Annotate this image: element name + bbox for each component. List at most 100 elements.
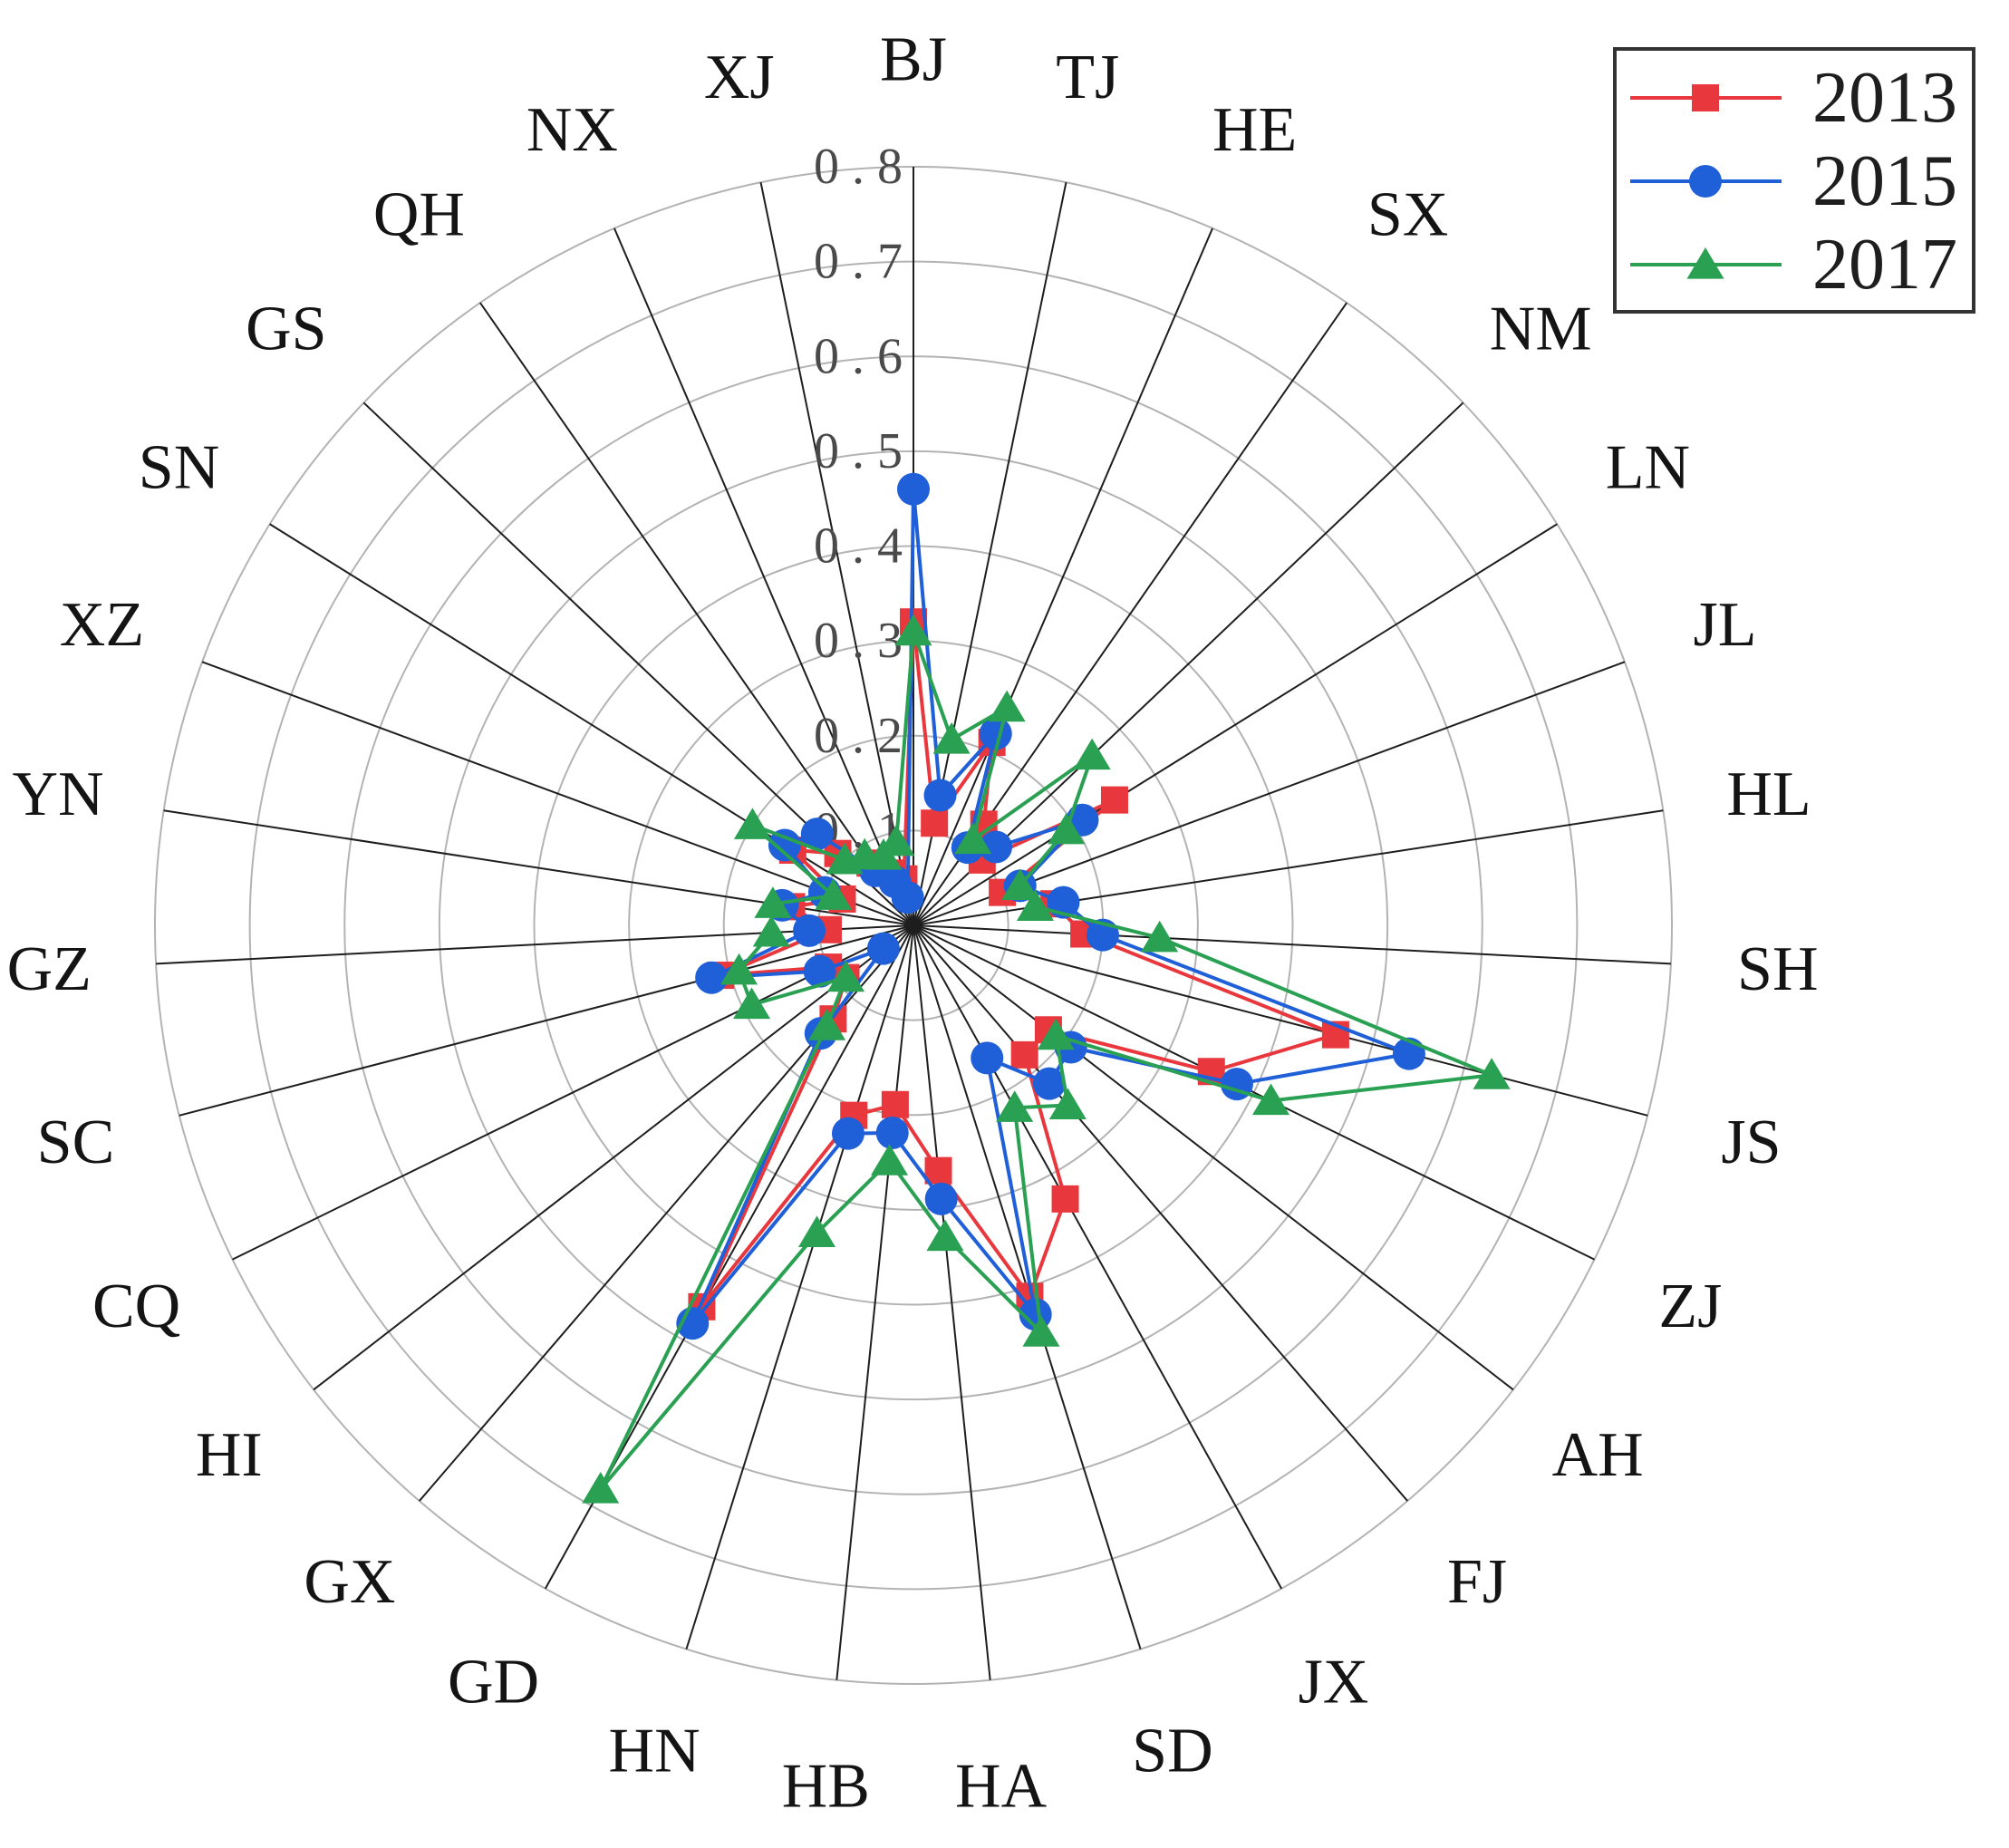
r-tick-label: 0.5 (814, 423, 915, 479)
point-2013-hb (881, 1090, 909, 1118)
point-2015-hi (866, 932, 900, 965)
category-label-gs: GS (246, 295, 326, 364)
category-label-zj: ZJ (1658, 1272, 1722, 1341)
point-2017-gx (808, 1009, 846, 1040)
legend-marker-square (1692, 84, 1719, 111)
legend-item-2017[interactable]: 2017 (1630, 225, 1957, 305)
axis-spoke-nx (613, 227, 914, 926)
point-2017-ah (1037, 1018, 1075, 1050)
axis-spoke-hb (835, 924, 914, 1680)
r-tick-label: 0.3 (814, 613, 915, 669)
category-label-yn: YN (12, 760, 103, 829)
axis-spoke-js (913, 924, 1648, 1117)
category-label-js: JS (1721, 1108, 1781, 1177)
axis-spoke-sc (179, 924, 914, 1117)
category-label-hn: HN (609, 1717, 700, 1786)
r-tick-label: 0.2 (814, 708, 915, 764)
legend-item-2015[interactable]: 2015 (1630, 141, 1957, 221)
point-2017-hn (797, 1215, 836, 1247)
category-label-nm: NM (1490, 295, 1592, 364)
point-2017-jl (1001, 868, 1039, 900)
axis-spoke-sh (913, 924, 1671, 965)
point-2015-ha (924, 1182, 958, 1215)
point-2015-hn (831, 1117, 864, 1150)
point-2013-ln (1100, 786, 1128, 814)
data-series (582, 472, 1511, 1504)
point-2013-tj (921, 809, 949, 837)
point-2017-gd (582, 1472, 620, 1504)
point-2017-hl (1016, 889, 1054, 921)
point-2015-hb (875, 1116, 909, 1149)
point-2017-xj (877, 824, 915, 856)
point-2017-yn (754, 886, 792, 918)
r-tick-label: 0.6 (814, 328, 915, 384)
point-2017-nm (1073, 738, 1111, 770)
point-2017-hb (871, 1144, 909, 1176)
category-label-xz: XZ (60, 590, 144, 660)
point-2017-he (988, 690, 1026, 722)
axis-spoke-hn (685, 924, 914, 1650)
point-2013-jx (1051, 1185, 1079, 1213)
axis-spoke-hi (313, 924, 914, 1391)
point-2015-nm (979, 830, 1012, 864)
category-label-sx: SX (1367, 180, 1448, 250)
axis-spoke-xj (759, 181, 914, 926)
category-label-ha: HA (955, 1752, 1048, 1822)
point-2015-gz (793, 914, 826, 947)
category-label-gz: GZ (7, 934, 92, 1004)
axis-spoke-fj (913, 924, 1408, 1502)
point-2015-tj (923, 779, 957, 812)
category-label-hb: HB (782, 1752, 870, 1822)
r-tick-label: 0.8 (814, 139, 915, 195)
axis-spoke-qh (479, 302, 914, 926)
axis-spoke-he (913, 227, 1213, 926)
point-2015-sn (768, 828, 801, 862)
series-2017 (582, 614, 1511, 1504)
point-2017-sd (1022, 1315, 1060, 1347)
legend-label: 2015 (1812, 141, 1957, 221)
legend-item-2013[interactable]: 2013 (1630, 58, 1957, 138)
category-label-hl: HL (1726, 760, 1811, 829)
category-label-qh: QH (373, 180, 465, 250)
category-label-nx: NX (526, 95, 618, 165)
category-label-xj: XJ (704, 43, 775, 112)
category-label-sc: SC (37, 1108, 115, 1177)
point-2015-xj (891, 881, 924, 914)
point-2015-jx (971, 1041, 1004, 1075)
point-2017-sn (733, 808, 771, 839)
point-2017-ha (926, 1219, 964, 1252)
axis-spoke-jx (913, 924, 1283, 1590)
point-2017-zj (1251, 1083, 1290, 1116)
point-2017-sx (954, 822, 992, 855)
axis-spoke-xz (201, 661, 914, 926)
category-label-gx: GX (304, 1547, 395, 1617)
category-label-ln: LN (1606, 432, 1690, 502)
point-2017-fj (1048, 1088, 1087, 1120)
category-label-hi: HI (196, 1420, 263, 1490)
point-2015-fj (1032, 1067, 1066, 1100)
legend-label: 2017 (1812, 225, 1957, 305)
category-label-jx: JX (1299, 1648, 1369, 1717)
point-2015-cq (803, 954, 836, 988)
category-label-jl: JL (1694, 590, 1757, 660)
legend-label: 2013 (1812, 58, 1957, 138)
category-label-tj: TJ (1056, 43, 1119, 112)
category-label-fj: FJ (1447, 1547, 1507, 1617)
category-label-ah: AH (1552, 1420, 1644, 1490)
point-2017-jx (996, 1090, 1034, 1122)
r-tick-label: 0.4 (814, 518, 915, 575)
r-tick-label: 0.7 (814, 234, 915, 290)
point-2017-cq (733, 987, 771, 1020)
category-label-he: HE (1212, 95, 1297, 165)
axis-spoke-ah (913, 924, 1514, 1391)
axis-spoke-ha (913, 924, 991, 1680)
point-2015-bj (897, 472, 930, 506)
axis-spoke-gz (156, 924, 914, 965)
category-label-bj: BJ (880, 25, 947, 95)
point-2017-sc (720, 953, 758, 985)
category-label-cq: CQ (92, 1272, 180, 1341)
point-2013-fj (1010, 1040, 1038, 1069)
